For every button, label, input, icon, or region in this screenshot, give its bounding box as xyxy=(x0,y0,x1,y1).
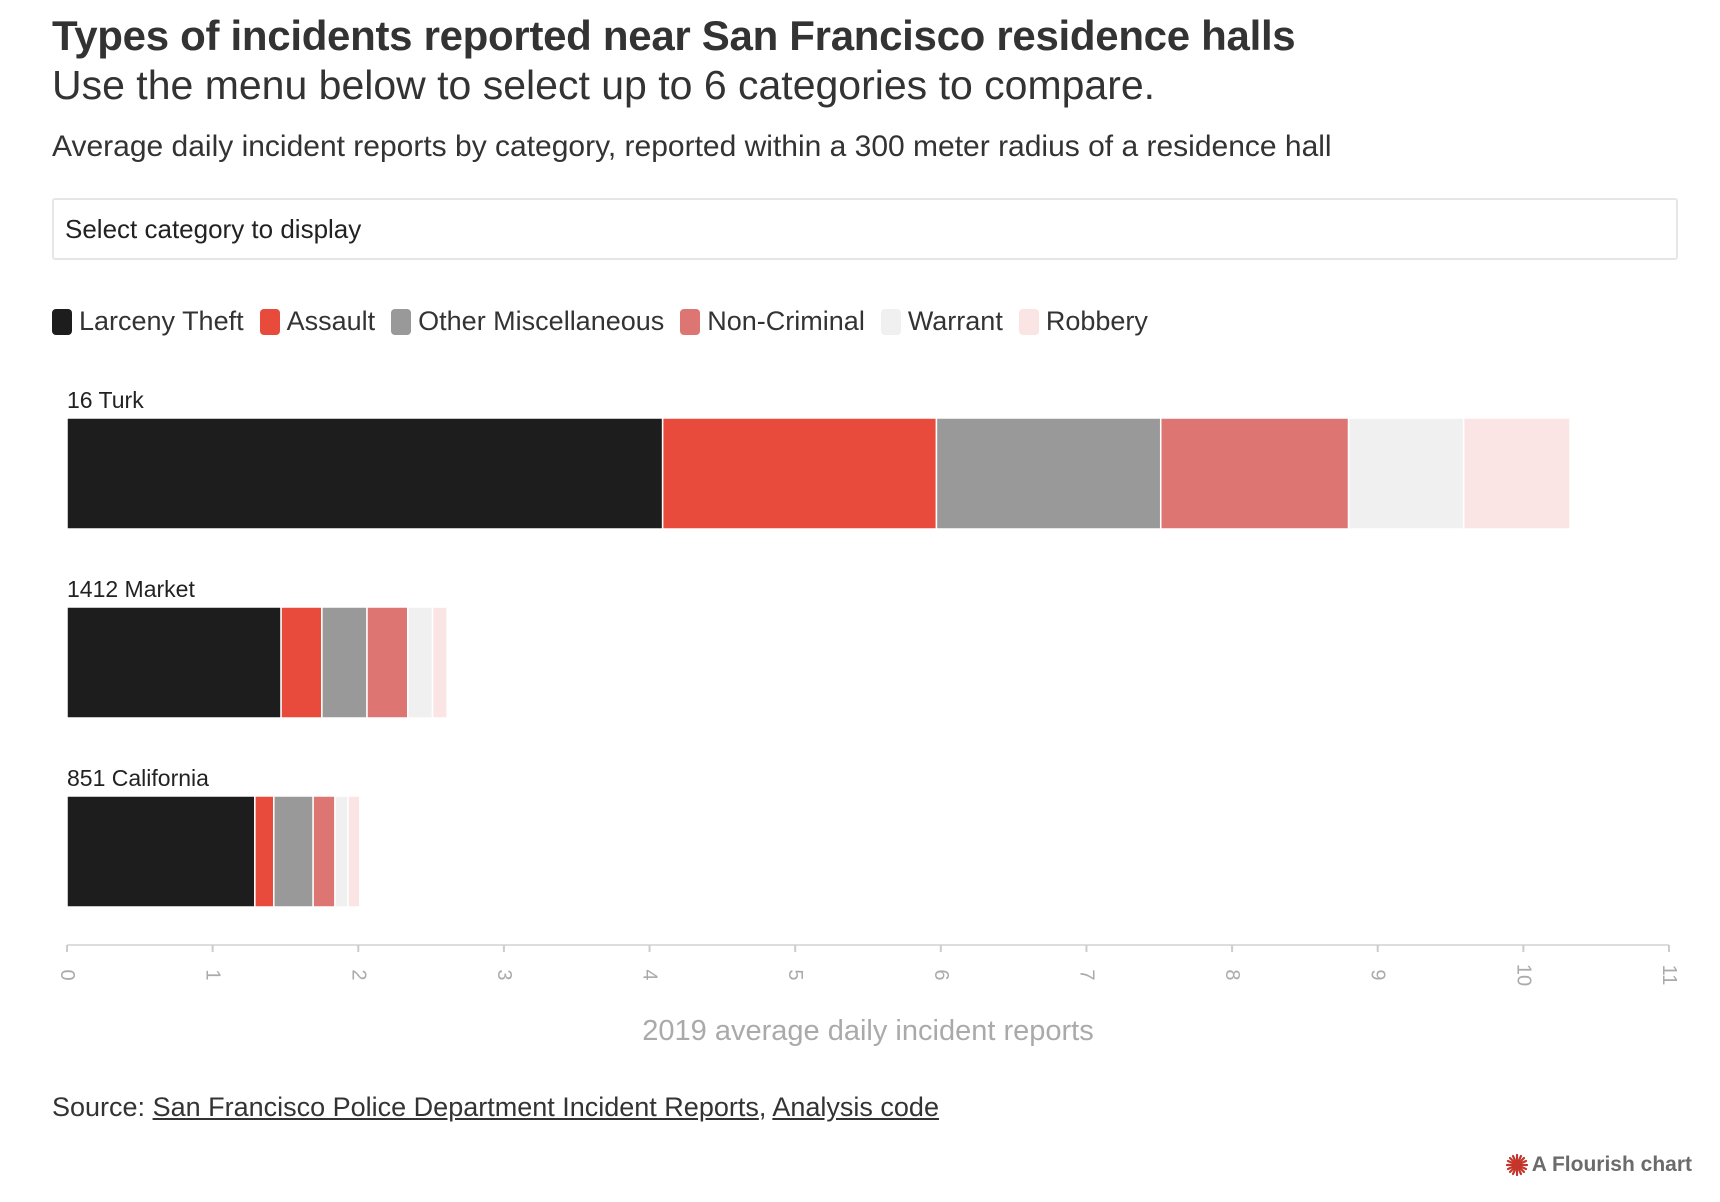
x-tick-label: 0 xyxy=(56,969,78,980)
x-tick-label: 5 xyxy=(784,969,806,980)
legend-swatch xyxy=(259,308,280,335)
x-tick-label: 6 xyxy=(930,969,952,980)
legend-item[interactable]: Larceny Theft xyxy=(52,306,244,337)
bar-segment xyxy=(366,606,409,719)
category-label: 851 California xyxy=(67,765,209,791)
bar-segment xyxy=(66,417,664,530)
category-label: 1412 Market xyxy=(67,576,195,602)
chart-subtitle: Use the menu below to select up to 6 cat… xyxy=(52,62,1156,108)
x-tick-label: 1 xyxy=(202,969,224,980)
chart-title: Types of incidents reported near San Fra… xyxy=(52,12,1296,59)
bar-segment xyxy=(280,606,323,719)
x-tick-label: 4 xyxy=(639,969,661,980)
x-tick-label: 2 xyxy=(347,969,369,980)
source-link[interactable]: San Francisco Police Department Incident… xyxy=(152,1092,759,1122)
bar-segment xyxy=(1159,417,1350,530)
flourish-credit[interactable]: A Flourish chart xyxy=(1505,1153,1692,1177)
legend-swatch xyxy=(52,308,72,335)
x-tick-label: 3 xyxy=(493,969,515,980)
legend-label: Robbery xyxy=(1045,306,1148,336)
legend-swatch xyxy=(1018,308,1039,335)
x-tick-label: 10 xyxy=(1512,964,1534,986)
bar-segment xyxy=(66,795,256,908)
legend-swatch xyxy=(880,308,901,335)
bar-segment xyxy=(1347,417,1465,530)
bar-segment xyxy=(254,795,275,908)
legend: Larceny Theft Assault Other Miscellaneous N… xyxy=(52,306,1164,337)
x-tick-label: 9 xyxy=(1367,969,1389,980)
legend-item[interactable]: Robbery xyxy=(1018,306,1148,337)
chart-description: Average daily incident reports by catego… xyxy=(52,130,1332,163)
legend-item[interactable]: Assault xyxy=(259,306,376,337)
legend-item[interactable]: Other Miscellaneous xyxy=(391,306,664,337)
x-axis-title: 2019 average daily incident reports xyxy=(642,1015,1093,1047)
bar-segment xyxy=(347,795,361,908)
x-tick-label: 11 xyxy=(1658,965,1680,986)
legend-label: Non-Criminal xyxy=(707,306,865,336)
legend-label: Warrant xyxy=(907,306,1003,336)
source-prefix: Source: xyxy=(52,1092,153,1122)
legend-item[interactable]: Warrant xyxy=(880,306,1003,337)
x-tick-label: 7 xyxy=(1075,969,1097,980)
legend-swatch xyxy=(391,308,412,335)
bar-chart: 16 Turk 1412 Market 851 California 0 1 2 3 4 5 6 7… xyxy=(56,387,1680,1047)
source-separator: , xyxy=(758,1092,773,1122)
bar-segment xyxy=(321,606,368,719)
bar-segment xyxy=(935,417,1162,530)
analysis-code-link[interactable]: Analysis code xyxy=(772,1092,939,1122)
bar-segment xyxy=(661,417,938,530)
x-tick-label: 8 xyxy=(1221,969,1243,980)
bar-segment xyxy=(312,795,336,908)
legend-label: Larceny Theft xyxy=(79,306,244,336)
bar-segment xyxy=(407,606,434,719)
category-select-label: Select category to display xyxy=(65,214,362,244)
flourish-credit-label: A Flourish chart xyxy=(1531,1153,1692,1176)
bar-segment xyxy=(334,795,349,908)
legend-swatch xyxy=(680,308,701,335)
legend-label: Assault xyxy=(286,306,376,336)
category-select[interactable]: Select category to display xyxy=(52,198,1678,260)
legend-label: Other Miscellaneous xyxy=(418,306,665,336)
legend-item[interactable]: Non-Criminal xyxy=(680,306,865,337)
bar-segment xyxy=(1462,417,1571,530)
bar-segment xyxy=(431,606,448,719)
bar-segment xyxy=(66,606,282,719)
flourish-logo-icon xyxy=(1505,1154,1528,1176)
category-label: 16 Turk xyxy=(67,387,144,413)
bar-segment xyxy=(273,795,314,908)
source-line: Source: San Francisco Police Department … xyxy=(52,1092,939,1123)
